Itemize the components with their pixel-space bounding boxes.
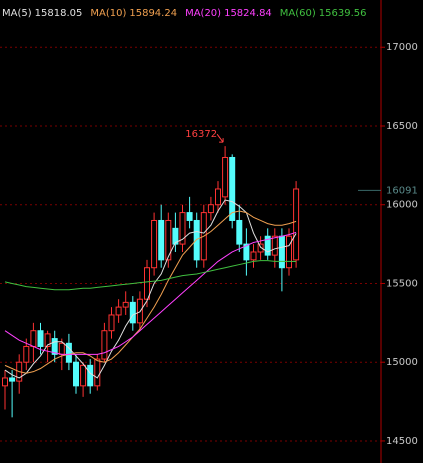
y-tick-label: 15500 — [386, 278, 418, 289]
candle-body — [23, 345, 30, 363]
candle-body — [207, 204, 214, 214]
candle-body — [286, 235, 292, 269]
candle-body — [129, 301, 136, 324]
candle-body — [236, 219, 243, 245]
ma-line — [4, 260, 297, 291]
candle-body — [229, 156, 236, 221]
candle-body — [250, 251, 257, 261]
candle-body — [165, 219, 172, 261]
legend-value: 15894.24 — [129, 8, 177, 19]
candle-body — [179, 212, 186, 245]
legend-value: 15824.84 — [224, 8, 272, 19]
candle-body — [172, 227, 179, 245]
last-price-label: 16091 — [386, 185, 418, 196]
candle-body — [186, 212, 193, 221]
candle-body — [158, 219, 165, 261]
candle-body — [44, 333, 51, 347]
y-tick-label: 14500 — [386, 436, 418, 447]
candle-body — [51, 338, 58, 355]
ma-line — [4, 199, 297, 379]
candle-body — [87, 364, 94, 387]
high-annotation: 16372 — [185, 129, 217, 140]
candle-body — [222, 156, 229, 198]
ma-line — [4, 210, 297, 374]
candle-body — [215, 188, 221, 206]
candle-body — [243, 243, 250, 261]
ma-line — [4, 231, 297, 355]
candle-body — [101, 330, 108, 360]
candle-body — [94, 358, 101, 387]
legend: MA(5) 15818.05 MA(10) 15894.24 MA(20) 15824.8… — [2, 8, 367, 19]
y-tick-label: 16500 — [386, 121, 418, 132]
legend-name: MA(20) — [185, 8, 221, 19]
candle-body — [278, 235, 285, 269]
candle-body — [144, 267, 150, 300]
candle-body — [293, 188, 300, 261]
candle-body — [151, 219, 158, 269]
candle-body — [264, 235, 271, 256]
candle-body — [108, 314, 115, 332]
candle-body — [9, 377, 16, 382]
y-tick-label: 15000 — [386, 357, 418, 368]
candle-body — [30, 330, 37, 347]
candle-body — [37, 330, 44, 347]
candle-body — [58, 342, 65, 355]
candle-body — [80, 364, 87, 387]
candle-body — [193, 219, 200, 261]
legend-value: 15639.56 — [319, 8, 367, 19]
candle-body — [257, 243, 264, 253]
legend-name: MA(10) — [90, 8, 126, 19]
candle-body — [65, 342, 72, 363]
candle-body — [2, 377, 8, 387]
legend-value: 15818.05 — [35, 8, 83, 19]
legend-name: MA(5) — [2, 8, 32, 19]
candle-body — [115, 306, 122, 316]
candle-body — [73, 361, 79, 387]
y-tick-label: 17000 — [386, 42, 418, 53]
candle-body — [271, 235, 278, 256]
y-tick-label: 16000 — [386, 200, 418, 211]
annotation-arrow — [216, 133, 224, 143]
candle-body — [122, 301, 129, 308]
legend-name: MA(60) — [280, 8, 316, 19]
